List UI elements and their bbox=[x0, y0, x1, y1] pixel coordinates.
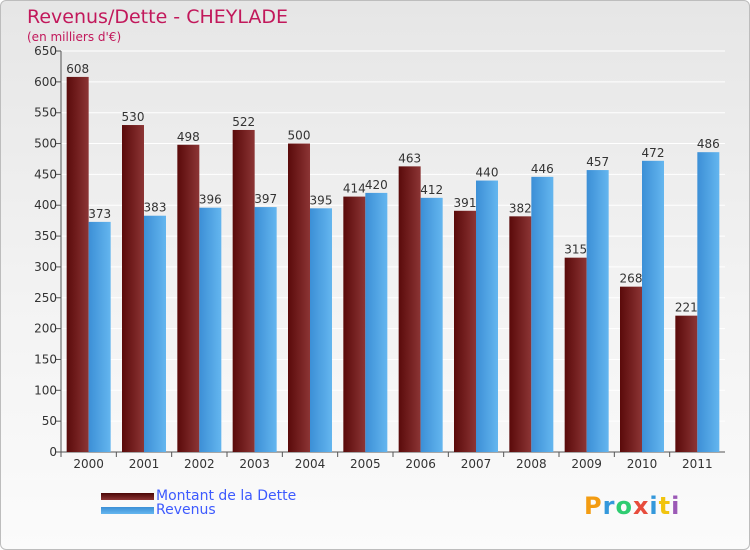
y-tick-label: 550 bbox=[34, 106, 57, 120]
data-label-revenus: 472 bbox=[642, 146, 665, 160]
y-tick-label: 100 bbox=[34, 383, 57, 397]
y-tick-label: 150 bbox=[34, 352, 57, 366]
y-tick-label: 650 bbox=[34, 44, 57, 58]
logo-letter: o bbox=[615, 492, 633, 520]
logo-letter: t bbox=[658, 492, 672, 520]
legend-item-revenus: Revenus bbox=[101, 502, 216, 518]
bar-debt bbox=[177, 144, 200, 452]
data-label-debt: 315 bbox=[564, 243, 587, 257]
bar-debt bbox=[620, 286, 642, 452]
bar-revenus bbox=[144, 215, 166, 452]
logo-letter: i bbox=[649, 492, 659, 520]
data-label-debt: 391 bbox=[454, 196, 477, 210]
bar-debt bbox=[66, 76, 89, 452]
data-label-debt: 414 bbox=[343, 182, 366, 196]
bar-revenus bbox=[88, 221, 111, 452]
x-tick-label: 2001 bbox=[129, 457, 160, 471]
data-label-debt: 500 bbox=[288, 129, 311, 143]
y-tick-label: 350 bbox=[34, 229, 57, 243]
data-label-revenus: 486 bbox=[697, 137, 720, 151]
y-tick-label: 600 bbox=[34, 75, 57, 89]
logo-letter: x bbox=[632, 492, 650, 520]
bar-debt bbox=[232, 129, 255, 452]
bar-debt bbox=[675, 315, 698, 452]
data-label-revenus: 383 bbox=[144, 201, 167, 215]
data-label-debt: 463 bbox=[398, 151, 421, 165]
bar-revenus bbox=[642, 160, 664, 452]
data-label-revenus: 396 bbox=[199, 193, 222, 207]
y-tick-label: 0 bbox=[49, 445, 57, 459]
data-label-revenus: 446 bbox=[531, 162, 554, 176]
data-label-revenus: 412 bbox=[420, 183, 443, 197]
data-label-debt: 221 bbox=[675, 301, 698, 315]
data-label-debt: 530 bbox=[122, 110, 145, 124]
legend-swatch-revenus bbox=[101, 506, 154, 514]
bar-revenus bbox=[310, 208, 332, 452]
x-tick-label: 2006 bbox=[405, 457, 436, 471]
logo-letter: r bbox=[602, 492, 616, 520]
logo-letter: P bbox=[584, 492, 603, 520]
bar-debt bbox=[509, 216, 532, 452]
bar-debt bbox=[564, 257, 587, 452]
bar-revenus bbox=[365, 192, 388, 452]
x-tick-label: 2011 bbox=[682, 457, 713, 471]
bar-revenus bbox=[254, 207, 277, 452]
x-tick-label: 2008 bbox=[516, 457, 547, 471]
y-tick-label: 200 bbox=[34, 322, 57, 336]
data-label-debt: 268 bbox=[620, 272, 643, 286]
x-tick-label: 2005 bbox=[350, 457, 381, 471]
y-tick-label: 300 bbox=[34, 260, 57, 274]
legend-label-debt: Montant de la Dette bbox=[156, 488, 297, 504]
bar-revenus bbox=[420, 197, 443, 452]
y-tick-label: 50 bbox=[42, 414, 57, 428]
legend-swatch-debt bbox=[101, 492, 154, 500]
x-tick-label: 2003 bbox=[239, 457, 270, 471]
data-label-revenus: 397 bbox=[254, 192, 277, 206]
y-tick-label: 450 bbox=[34, 167, 57, 181]
x-tick-label: 2007 bbox=[461, 457, 492, 471]
data-label-debt: 608 bbox=[66, 62, 89, 76]
logo-letter: i bbox=[671, 492, 681, 520]
x-tick-label: 2000 bbox=[73, 457, 104, 471]
legend-item-debt: Montant de la Dette bbox=[101, 488, 296, 504]
data-label-revenus: 373 bbox=[88, 207, 111, 221]
bar-debt bbox=[288, 143, 310, 453]
data-label-revenus: 395 bbox=[310, 193, 333, 207]
data-label-revenus: 420 bbox=[365, 178, 388, 192]
x-tick-label: 2002 bbox=[184, 457, 215, 471]
x-tick-label: 2010 bbox=[627, 457, 658, 471]
legend-label-revenus: Revenus bbox=[156, 502, 216, 518]
data-label-debt: 382 bbox=[509, 201, 532, 215]
bar-revenus bbox=[586, 170, 609, 452]
chart-title: Revenus/Dette - CHEYLADE bbox=[27, 6, 289, 28]
data-label-revenus: 440 bbox=[476, 166, 499, 180]
bar-debt bbox=[122, 125, 144, 453]
data-label-revenus: 457 bbox=[586, 155, 609, 169]
data-label-debt: 522 bbox=[232, 115, 255, 129]
y-tick-label: 400 bbox=[34, 198, 57, 212]
bar-debt bbox=[454, 210, 476, 452]
x-tick-label: 2004 bbox=[295, 457, 326, 471]
y-tick-label: 250 bbox=[34, 291, 57, 305]
chart-subtitle: (en milliers d'€) bbox=[27, 30, 122, 44]
bar-revenus bbox=[697, 152, 720, 452]
bar-revenus bbox=[531, 176, 554, 453]
y-tick-label: 500 bbox=[34, 137, 57, 151]
x-tick-label: 2009 bbox=[571, 457, 602, 471]
bar-debt bbox=[398, 166, 421, 452]
proxiti-logo: Proxiti bbox=[584, 492, 680, 520]
bar-revenus bbox=[476, 180, 498, 453]
data-label-debt: 498 bbox=[177, 130, 200, 144]
bar-debt bbox=[343, 196, 366, 452]
bar-revenus bbox=[199, 207, 222, 452]
